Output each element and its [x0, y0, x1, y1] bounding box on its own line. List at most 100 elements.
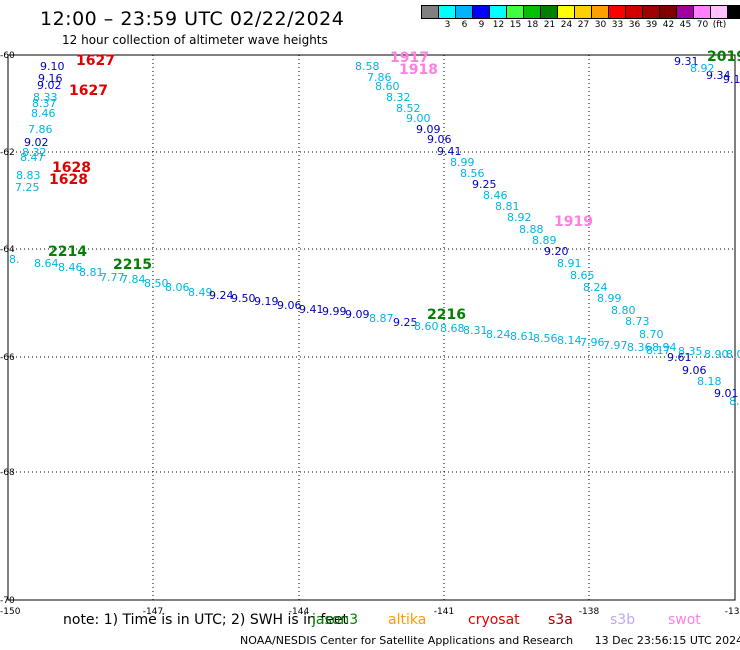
swh-value: 8.73	[625, 315, 650, 328]
swh-value: 9.16	[38, 72, 63, 85]
lon-label: -144	[289, 607, 310, 617]
swh-value: 8.24	[583, 281, 608, 294]
colorbar-label: 30	[594, 20, 607, 30]
pass-time-label: 2019	[707, 49, 740, 65]
colorbar-label: 33	[611, 20, 624, 30]
swh-value: 9.10	[40, 60, 65, 73]
colorbar-label: 36	[628, 20, 641, 30]
swh-value: 7.77	[100, 271, 125, 284]
wave-height-colorbar: 3 6 9 12 15 18 21 24 27 30 33 36 39 42 45 70 (ft)	[421, 5, 740, 31]
swh-value: 8.70	[639, 328, 664, 341]
swh-value: 8.99	[450, 156, 475, 169]
footer: NOAA/NESDIS Center for Satellite Applica…	[240, 634, 740, 647]
lat-label: -64	[0, 245, 15, 255]
colorbar-label: 45	[679, 20, 692, 30]
swh-value: 8.81	[79, 266, 104, 279]
swh-value: 9.19	[254, 295, 279, 308]
lon-label: -138	[579, 607, 600, 617]
swh-value: 8.46	[483, 189, 508, 202]
swh-value: 9.41	[299, 303, 324, 316]
credit-text: NOAA/NESDIS Center for Satellite Applica…	[240, 634, 574, 647]
pass-time-label: 2214	[48, 244, 87, 260]
axis-labels: -60 -62 -64 -66 -68 -70-150 -147 -144 -141 -138 -1…	[0, 51, 740, 617]
colorbar-label: 27	[577, 20, 590, 30]
swh-value: 8.32	[386, 91, 411, 104]
swh-value: 8.90	[704, 348, 729, 361]
lon-label: -150	[0, 607, 21, 617]
swh-value: 8.35	[678, 345, 703, 358]
satellite-legend-item: s3a	[548, 612, 573, 628]
colorbar-label: 15	[509, 20, 522, 30]
swh-value: 8.61	[510, 330, 535, 343]
swh-value: 8.81	[495, 200, 520, 213]
satellite-legend-item: cryosat	[468, 612, 520, 628]
colorbar-label: 70	[696, 20, 709, 30]
swh-value: 8.49	[188, 286, 213, 299]
swh-value: 8.50	[144, 277, 169, 290]
swh-value: 8.60	[414, 320, 439, 333]
pass-time-label: 2215	[113, 257, 152, 273]
swh-value: 9.06	[427, 133, 452, 146]
swh-value: 7.86	[28, 123, 53, 136]
lat-label: -66	[0, 353, 15, 363]
swh-value: 8.91	[557, 257, 582, 270]
swh-value: 8.31	[463, 324, 488, 337]
swh-value: 8.24	[486, 328, 511, 341]
swh-value: 7.97	[603, 339, 628, 352]
colorbar-label: 21	[543, 20, 556, 30]
swh-value: 8.87	[369, 312, 394, 325]
map-frame	[7, 54, 736, 601]
swh-value: 8.88	[519, 223, 544, 236]
swh-value: 8.	[729, 395, 740, 408]
colorbar-label: 9	[478, 20, 485, 30]
swh-value: 9.02	[37, 79, 62, 92]
swh-value: 7.84	[121, 273, 146, 286]
swh-value: 8.46	[58, 261, 83, 274]
swh-value: 8.	[9, 253, 20, 266]
page-title: 12:00 – 23:59 UTC 02/22/2024	[40, 8, 345, 30]
lat-lon-grid	[7, 54, 736, 601]
swh-value: 9.1	[723, 73, 740, 86]
swh-value: 8.18	[697, 375, 722, 388]
pass-time-label: 1627	[76, 53, 115, 69]
swh-value: 9.09	[416, 123, 441, 136]
swh-value: 9.09	[345, 308, 370, 321]
colorbar-label: 12	[492, 20, 505, 30]
satellite-legend-item: jason3	[312, 612, 359, 628]
swh-value: 9.01	[714, 387, 739, 400]
colorbar-swatches	[421, 5, 740, 19]
swh-value: 9.25	[393, 316, 418, 329]
swh-value: 8.92	[690, 62, 715, 75]
colorbar-labels: 3 6 9 12 15 18 21 24 27 30 33 36 39 42 45 70 (ft)	[422, 19, 740, 31]
swh-value: 9.34	[706, 69, 731, 82]
swh-value: 8.64	[34, 257, 59, 270]
swh-value: 9.25	[472, 178, 497, 191]
satellite-legend-item: altika	[388, 612, 427, 628]
swh-value: 8.17	[646, 344, 671, 357]
swh-value: 9.99	[322, 305, 347, 318]
swh-value: 8.83	[16, 169, 41, 182]
lat-label: -60	[0, 51, 15, 61]
swh-value: 8.99	[597, 292, 622, 305]
lon-label: -147	[143, 607, 163, 617]
timestamp-text: 13 Dec 23:56:15 UTC 2024	[594, 634, 740, 647]
swh-value: 9.06	[682, 364, 707, 377]
swh-value: 8.89	[532, 234, 557, 247]
pass-time-label: 1628	[49, 172, 88, 188]
swh-value: 8.32	[22, 146, 47, 159]
swh-value: 9.00	[406, 112, 431, 125]
pass-time-label: 2216	[427, 307, 466, 323]
colorbar-label: 24	[560, 20, 573, 30]
swh-value: 8.94	[652, 341, 677, 354]
swh-value: 9.24	[209, 289, 234, 302]
lon-label: -141	[434, 607, 454, 617]
colorbar-label: 39	[645, 20, 658, 30]
swh-value: 8.58	[355, 60, 380, 73]
colorbar-swatch	[727, 5, 740, 19]
pass-time-label: 1628	[52, 160, 91, 176]
swh-value: 8.0	[726, 348, 740, 361]
colorbar-label: 42	[662, 20, 675, 30]
swh-value: 8.92	[507, 211, 532, 224]
